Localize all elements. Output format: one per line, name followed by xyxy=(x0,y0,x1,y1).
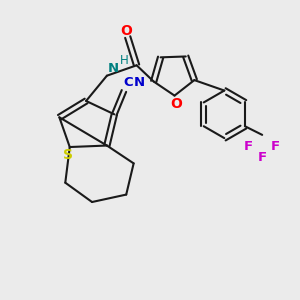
Text: N: N xyxy=(107,62,118,75)
Text: F: F xyxy=(258,151,267,164)
Text: O: O xyxy=(170,97,182,111)
Text: S: S xyxy=(63,148,73,162)
Text: F: F xyxy=(244,140,254,153)
Text: C: C xyxy=(124,76,133,88)
Text: H: H xyxy=(120,54,129,67)
Text: N: N xyxy=(134,76,145,88)
Text: F: F xyxy=(271,140,280,153)
Text: O: O xyxy=(120,23,132,38)
